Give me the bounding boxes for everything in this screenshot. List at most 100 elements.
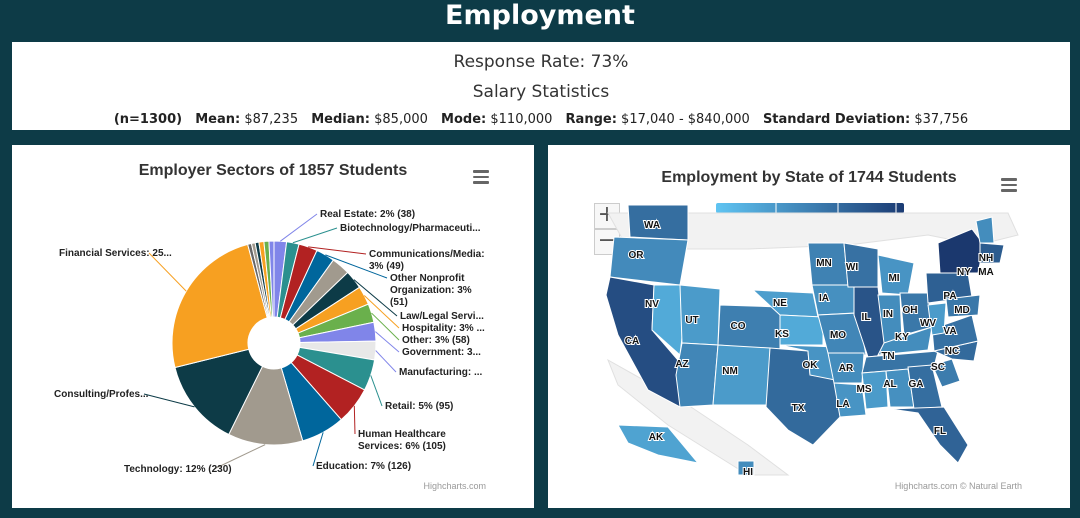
state-label: NY bbox=[957, 267, 971, 278]
state-label: VA bbox=[943, 326, 956, 337]
state-label: GA bbox=[909, 379, 924, 390]
pie-connector bbox=[375, 331, 400, 353]
stat-range-value: $17,040 - $840,000 bbox=[621, 112, 750, 127]
hamburger-menu-icon[interactable] bbox=[473, 170, 489, 184]
pie-data-label: Education: 7% (126) bbox=[316, 461, 411, 472]
pie-data-label: Technology: 12% (230) bbox=[124, 464, 232, 475]
state-label: IA bbox=[819, 293, 829, 304]
pie-data-label: Law/Legal Servi... bbox=[400, 311, 484, 322]
state-label: SC bbox=[931, 362, 945, 373]
state-label: NC bbox=[945, 346, 959, 357]
state-ms[interactable] bbox=[861, 370, 889, 410]
state-label: CA bbox=[625, 336, 639, 347]
pie-data-label: Manufacturing: ... bbox=[399, 367, 483, 378]
pie-connector bbox=[213, 444, 266, 470]
response-rate: Response Rate: 73% bbox=[453, 52, 629, 72]
pie-connector bbox=[375, 350, 397, 373]
pie-slice[interactable] bbox=[174, 348, 264, 436]
state-co[interactable] bbox=[717, 304, 781, 351]
employer-sectors-panel: Employer Sectors of 1857 Students Real E… bbox=[12, 145, 534, 508]
state-ma[interactable] bbox=[979, 242, 1005, 264]
pie-data-label: Real Estate: 2% (38) bbox=[320, 209, 415, 220]
pie-slice[interactable] bbox=[171, 243, 268, 369]
state-label: WA bbox=[644, 220, 660, 231]
map-credits[interactable]: Highcharts.com © Natural Earth bbox=[894, 481, 1022, 491]
state-label: IN bbox=[883, 309, 893, 320]
pie-data-label: Government: 3... bbox=[402, 347, 481, 358]
state-label: AR bbox=[839, 363, 854, 374]
state-hi[interactable] bbox=[737, 460, 755, 476]
state-ak[interactable] bbox=[617, 424, 700, 464]
stat-median-label: Median: bbox=[311, 112, 370, 127]
state-label: LA bbox=[836, 399, 849, 410]
pie-connector bbox=[353, 405, 356, 435]
state-fl[interactable] bbox=[889, 406, 969, 464]
state-label: IL bbox=[862, 312, 871, 323]
pie-data-label: Retail: 5% (95) bbox=[385, 401, 453, 412]
state-ks[interactable] bbox=[779, 314, 824, 346]
pie-connector bbox=[143, 393, 195, 408]
pie-credits[interactable]: Highcharts.com bbox=[423, 481, 486, 491]
employment-map-panel: Employment by State of 1744 Students + −… bbox=[548, 145, 1070, 508]
state-label: MS bbox=[857, 384, 872, 395]
stat-mode-label: Mode: bbox=[441, 112, 487, 127]
state-label: MD bbox=[954, 305, 970, 316]
state-wv[interactable] bbox=[927, 302, 947, 336]
stats-panel: Response Rate: 73% Salary Statistics (n=… bbox=[12, 42, 1070, 130]
stat-mean-label: Mean: bbox=[195, 112, 241, 127]
pie-slice[interactable] bbox=[268, 240, 275, 318]
state-label: TN bbox=[881, 351, 894, 362]
state-label: WI bbox=[846, 262, 858, 273]
pie-chart-title: Employer Sectors of 1857 Students bbox=[138, 162, 408, 179]
state-label: PA bbox=[943, 291, 956, 302]
state-va[interactable] bbox=[931, 314, 979, 352]
stat-n-label: (n=1300) bbox=[113, 112, 183, 127]
pie-data-label: Biotechnology/Pharmaceuti... bbox=[340, 223, 481, 234]
state-label: MO bbox=[830, 330, 846, 341]
state-label: WV bbox=[920, 318, 936, 329]
pie-connector bbox=[371, 312, 400, 341]
pie-data-label: Consulting/Profes... bbox=[54, 389, 149, 400]
state-la[interactable] bbox=[833, 382, 867, 418]
stat-median-value: $85,000 bbox=[374, 112, 428, 127]
state-nh[interactable] bbox=[975, 216, 995, 244]
salary-stats-line: (n=1300) Mean: $87,235 Median: $85,000 M… bbox=[12, 112, 1070, 127]
state-label: NV bbox=[645, 299, 659, 310]
state-mo[interactable] bbox=[817, 312, 867, 356]
state-label: OK bbox=[803, 360, 819, 371]
state-label: UT bbox=[685, 315, 698, 326]
state-label: AK bbox=[649, 432, 664, 443]
pie-connector bbox=[363, 295, 400, 329]
state-label: NE bbox=[773, 298, 787, 309]
pie-connector bbox=[312, 432, 324, 467]
pie-data-label: Human Healthcare Services: 6% (105) bbox=[358, 429, 446, 452]
hamburger-menu-icon[interactable] bbox=[1001, 178, 1017, 192]
state-label: HI bbox=[743, 467, 753, 478]
state-label: MA bbox=[978, 267, 994, 278]
state-az[interactable] bbox=[675, 342, 719, 408]
state-ky[interactable] bbox=[877, 326, 933, 356]
pie-connector bbox=[148, 252, 187, 292]
pie-data-label: Hospitality: 3% ... bbox=[402, 323, 485, 334]
state-label: OH bbox=[903, 305, 918, 316]
state-label: OR bbox=[629, 250, 645, 261]
pie-data-label: Communications/Media: 3% (49) bbox=[369, 249, 485, 272]
stat-std-value: $37,756 bbox=[914, 112, 969, 127]
state-ar[interactable] bbox=[827, 352, 865, 384]
pie-connector bbox=[292, 227, 338, 244]
state-label: MN bbox=[816, 258, 832, 269]
state-md[interactable] bbox=[945, 294, 981, 318]
stat-mean-value: $87,235 bbox=[244, 112, 299, 127]
state-or[interactable] bbox=[609, 236, 689, 286]
salary-statistics-title: Salary Statistics bbox=[472, 82, 610, 102]
state-sc[interactable] bbox=[931, 358, 961, 388]
state-label: CO bbox=[731, 321, 746, 332]
pie-data-label: Other Nonprofit Organization: 3% (51) bbox=[390, 273, 472, 308]
stat-std-label: Standard Deviation: bbox=[762, 112, 911, 127]
pie-slice[interactable] bbox=[228, 365, 304, 446]
pie-connector bbox=[325, 254, 388, 279]
employment-state-map: 1101001kWAORCANVUTAZCONMTXNEKSOKMNIAMOAR… bbox=[605, 203, 1019, 479]
stat-mode-value: $110,000 bbox=[490, 112, 553, 127]
state-label: NM bbox=[722, 366, 738, 377]
state-label: AL bbox=[883, 379, 896, 390]
